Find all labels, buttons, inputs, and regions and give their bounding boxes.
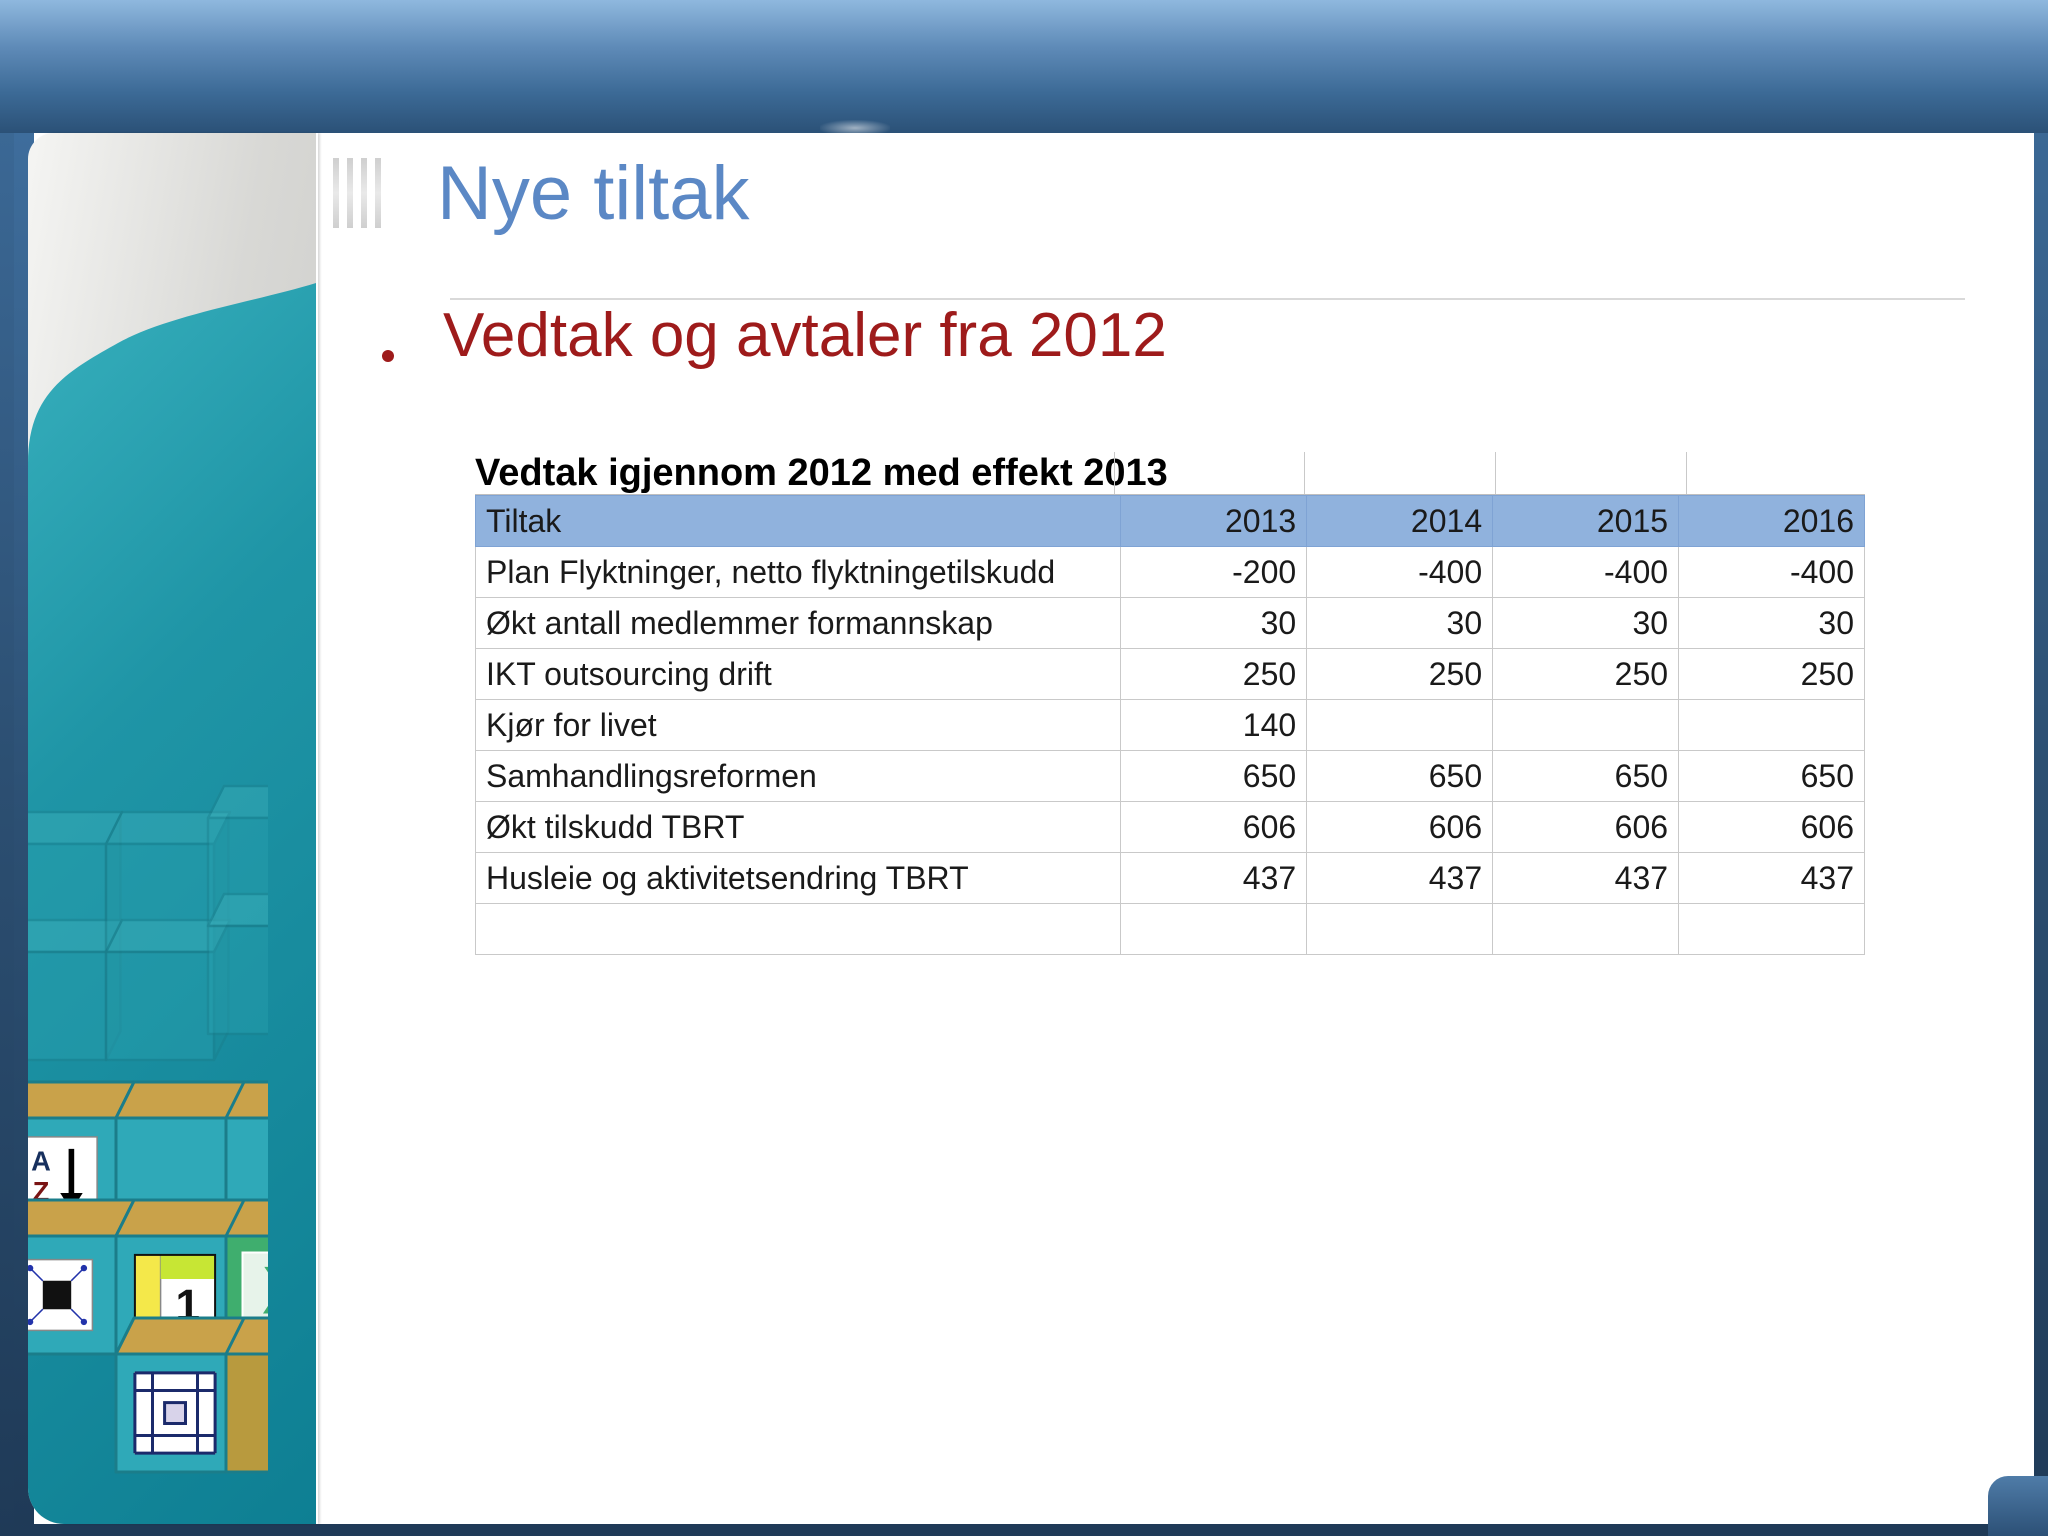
svg-text:A: A	[31, 1146, 51, 1177]
